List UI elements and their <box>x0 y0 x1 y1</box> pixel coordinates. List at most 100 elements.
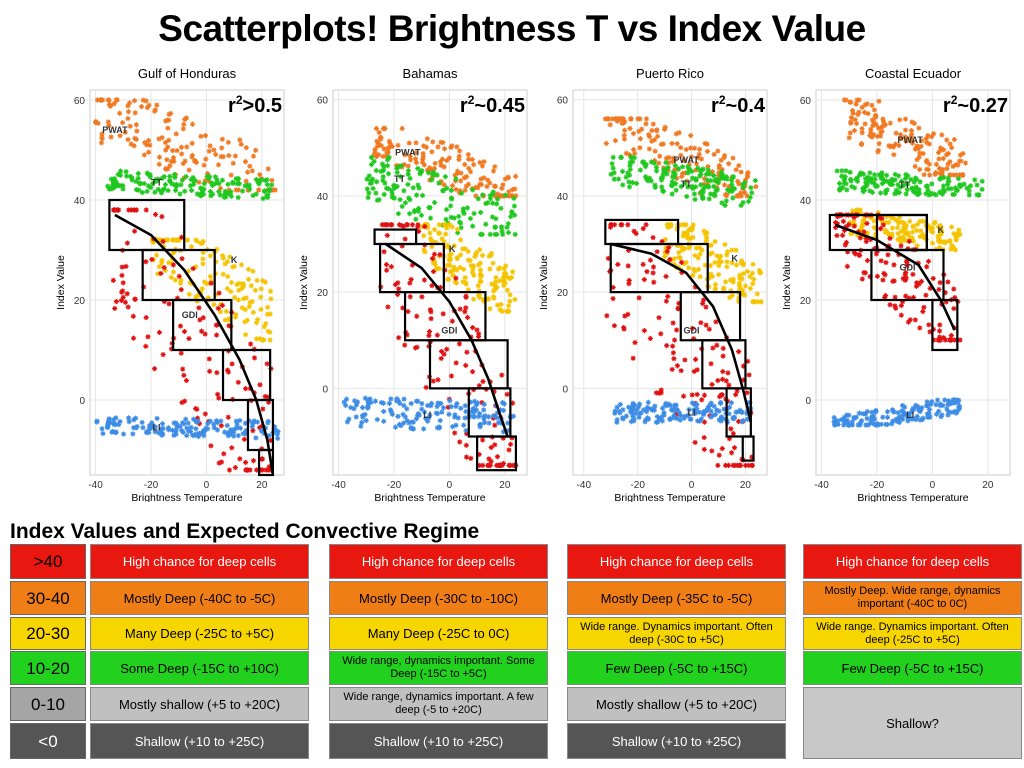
data-point <box>681 415 687 421</box>
data-point <box>625 263 631 269</box>
data-point <box>503 263 509 269</box>
data-point <box>374 143 381 149</box>
data-point <box>477 247 483 253</box>
data-point <box>200 256 206 262</box>
data-point <box>489 214 496 220</box>
data-point <box>173 187 179 194</box>
data-point <box>158 189 164 195</box>
data-point <box>729 181 735 187</box>
data-point <box>658 331 664 337</box>
data-point <box>398 174 404 180</box>
data-point <box>962 160 969 166</box>
data-point <box>248 341 254 347</box>
data-point <box>204 281 210 287</box>
data-point <box>400 223 407 229</box>
data-point <box>266 399 272 405</box>
data-point <box>246 182 252 188</box>
data-point <box>923 183 930 189</box>
data-point <box>913 185 919 191</box>
data-point <box>378 136 384 142</box>
data-point <box>917 166 923 173</box>
data-point <box>720 376 726 382</box>
data-point <box>382 222 389 228</box>
data-point <box>207 253 213 259</box>
data-point <box>667 402 673 409</box>
data-point <box>141 180 147 187</box>
data-point <box>398 163 405 169</box>
data-point <box>896 419 903 425</box>
data-point <box>892 171 898 178</box>
data-point <box>867 170 873 176</box>
data-point <box>871 172 878 178</box>
data-point <box>880 219 886 225</box>
data-point <box>933 411 940 417</box>
data-point <box>663 273 669 280</box>
data-point <box>177 323 184 329</box>
data-point <box>730 415 736 421</box>
data-point <box>215 391 221 397</box>
data-point <box>702 140 708 146</box>
data-point <box>871 218 877 224</box>
data-point <box>122 129 128 135</box>
data-point <box>368 162 375 168</box>
data-point <box>622 127 628 133</box>
regime-cell: Shallow (+10 to +25C) <box>567 723 786 759</box>
data-point <box>926 141 932 147</box>
data-point <box>652 137 658 143</box>
data-point <box>871 224 877 231</box>
data-point <box>476 462 482 468</box>
data-point <box>751 299 757 305</box>
data-point <box>469 156 475 163</box>
data-point <box>188 424 194 430</box>
data-point <box>627 162 633 169</box>
data-point <box>111 207 118 213</box>
data-point <box>235 297 241 303</box>
data-point <box>726 382 732 388</box>
regime-label: >40 <box>10 544 86 579</box>
data-point <box>646 132 652 138</box>
data-point <box>465 287 471 293</box>
data-point <box>183 416 189 422</box>
data-point <box>216 460 222 466</box>
data-point <box>897 117 903 123</box>
regime-cell: Wide range. Dynamics important. Often de… <box>803 617 1022 650</box>
data-point <box>867 274 873 280</box>
data-point <box>724 176 730 182</box>
y-tick-label: 40 <box>557 192 569 203</box>
data-point <box>262 188 268 195</box>
data-point <box>626 281 632 287</box>
data-point <box>115 183 121 189</box>
data-point <box>453 275 459 281</box>
data-point <box>242 386 249 392</box>
data-point <box>115 171 121 178</box>
data-point <box>477 278 483 284</box>
data-point <box>919 405 925 411</box>
data-point <box>836 186 843 192</box>
data-point <box>149 420 155 426</box>
data-point <box>464 174 470 180</box>
data-point <box>637 145 643 151</box>
data-point <box>488 252 494 258</box>
data-point <box>184 425 190 431</box>
data-point <box>673 187 679 193</box>
data-point <box>156 154 163 160</box>
data-point <box>832 422 838 428</box>
data-point <box>659 414 665 420</box>
data-point <box>510 413 517 419</box>
data-point <box>859 126 865 132</box>
data-point <box>275 428 281 435</box>
data-point <box>457 439 463 445</box>
r-squared-label: r2~0.27 <box>943 93 1008 117</box>
data-point <box>744 416 750 422</box>
data-point <box>463 183 469 189</box>
data-point <box>438 348 445 355</box>
data-point <box>884 409 891 415</box>
data-point <box>381 249 387 255</box>
data-point <box>929 226 935 233</box>
data-point <box>476 262 482 268</box>
y-tick-label: 40 <box>800 196 812 207</box>
data-point <box>454 267 460 273</box>
data-point <box>707 171 713 177</box>
data-point <box>744 172 751 178</box>
data-point <box>218 418 224 424</box>
